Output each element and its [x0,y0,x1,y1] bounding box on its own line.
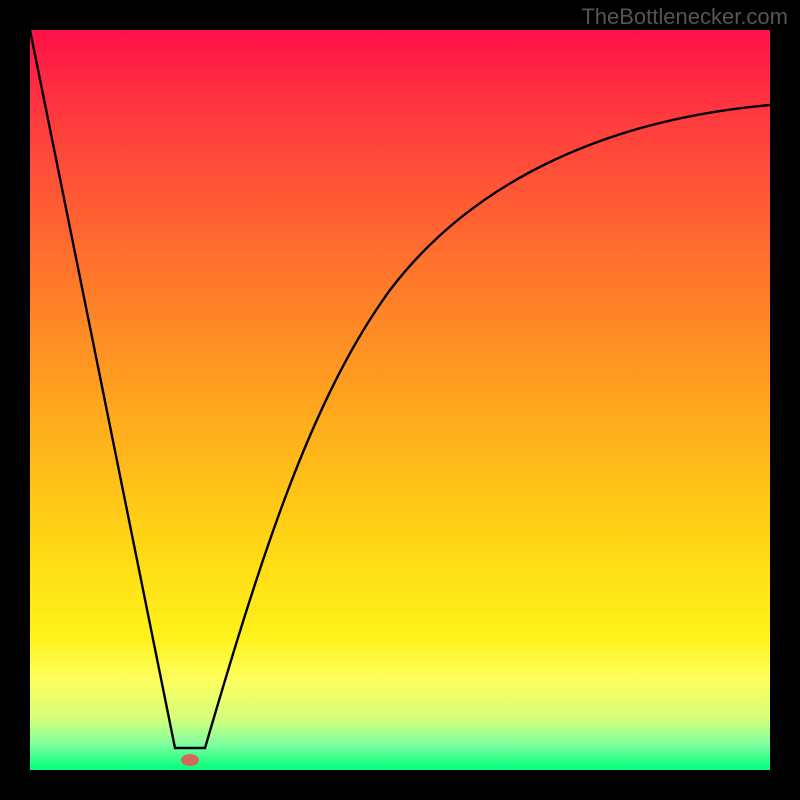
chart-background [30,30,770,770]
chart-container: TheBottlenecker.com [0,0,800,800]
minimum-marker [181,754,199,766]
bottleneck-chart [0,0,800,800]
attribution-text: TheBottlenecker.com [581,4,788,30]
